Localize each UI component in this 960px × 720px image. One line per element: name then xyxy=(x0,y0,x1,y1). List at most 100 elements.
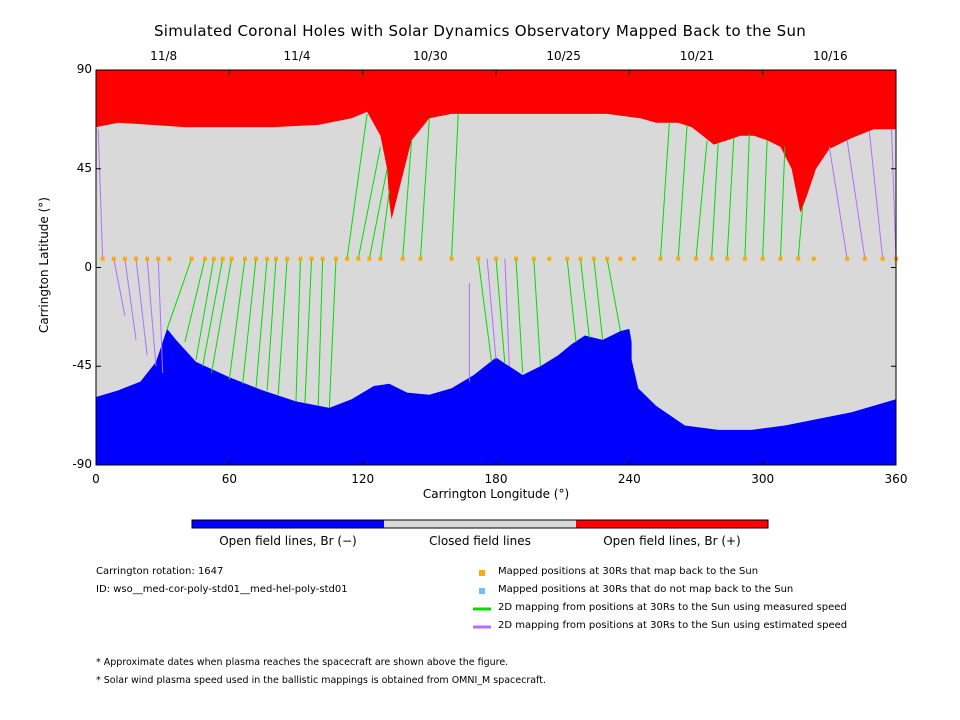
measured-mapping-line xyxy=(368,168,388,259)
measured-mapping-line xyxy=(211,258,233,373)
colorbar-label: Open field lines, Br (+) xyxy=(603,534,741,548)
measured-mapping-line xyxy=(295,258,301,402)
measured-mapping-line xyxy=(797,206,804,259)
mapped-point xyxy=(211,256,216,261)
legend-item-label: 2D mapping from positions at 30Rs to the… xyxy=(498,620,848,631)
mapped-point xyxy=(134,256,138,261)
x-tick-label: 0 xyxy=(92,472,100,486)
mapped-point xyxy=(367,256,372,261)
open-negative-region xyxy=(96,328,896,465)
mapped-point xyxy=(742,256,747,261)
x-tick-label: 300 xyxy=(751,472,775,486)
measured-mapping-line xyxy=(379,190,390,259)
mapped-point xyxy=(531,256,536,261)
measured-mapping-line xyxy=(357,146,381,259)
y-tick-label: 45 xyxy=(76,160,92,175)
mapped-point xyxy=(356,256,361,261)
measured-mapping-line xyxy=(346,113,368,259)
measured-mapping-line xyxy=(317,258,324,406)
y-tick-label: 0 xyxy=(84,259,92,274)
x-tick-label: 120 xyxy=(351,472,375,486)
mapped-point xyxy=(229,256,234,261)
estimated-mapping-line xyxy=(486,258,497,360)
mapped-point xyxy=(100,256,105,261)
mapped-point xyxy=(242,256,247,261)
measured-mapping-line xyxy=(242,258,257,384)
measured-mapping-line xyxy=(402,140,413,259)
mapped-point xyxy=(605,256,610,261)
mapped-point xyxy=(658,256,663,261)
mapped-point xyxy=(709,256,714,261)
estimated-mapping-line xyxy=(891,129,897,259)
measured-mapping-line xyxy=(304,258,313,404)
measured-mapping-line xyxy=(659,122,670,259)
colorbar-label: Closed field lines xyxy=(429,534,531,548)
y-tick-label: -45 xyxy=(72,358,92,373)
mapped-point xyxy=(676,256,681,261)
estimated-mapping-line xyxy=(97,129,104,259)
estimated-mapping-line xyxy=(504,258,510,367)
measured-mapping-line xyxy=(202,258,224,367)
measured-mapping-line xyxy=(255,258,268,389)
mapped-point xyxy=(156,256,161,261)
colorbar-label: Open field lines, Br (−) xyxy=(219,534,357,548)
measured-mapping-line xyxy=(228,258,246,380)
measured-mapping-line xyxy=(515,258,524,373)
carrington-rotation: Carrington rotation: 1647 xyxy=(96,566,224,577)
mapped-point xyxy=(378,256,383,261)
legend-marker-icon xyxy=(479,570,485,576)
estimated-mapping-line xyxy=(146,258,157,367)
measured-mapping-line xyxy=(451,113,459,259)
mapped-point xyxy=(578,256,583,261)
mapped-point xyxy=(880,256,885,261)
mapped-point xyxy=(591,256,596,261)
date-tick-label: 11/4 xyxy=(283,49,311,63)
measured-mapping-line xyxy=(419,118,430,259)
measured-mapping-line xyxy=(566,258,577,343)
x-tick-label: 240 xyxy=(617,472,641,486)
mapped-point xyxy=(202,256,207,261)
x-axis-label: Carrington Longitude (°) xyxy=(422,487,570,501)
measured-mapping-line xyxy=(579,258,590,338)
measured-mapping-line xyxy=(762,140,768,259)
y-tick-label: -90 xyxy=(72,457,92,471)
measured-mapping-line xyxy=(677,124,688,259)
mapped-point xyxy=(862,256,867,261)
model-id: ID: wso__med-cor-poly-std01__med-hel-pol… xyxy=(96,584,348,595)
mapped-point xyxy=(189,256,194,261)
mapped-point xyxy=(618,256,623,261)
mapped-point xyxy=(778,256,783,261)
estimated-mapping-line xyxy=(868,131,884,259)
mapped-point xyxy=(345,256,350,261)
legend-marker-icon xyxy=(479,588,485,594)
measured-mapping-line xyxy=(328,258,337,408)
estimated-mapping-line xyxy=(157,258,164,373)
measured-mapping-line xyxy=(533,258,541,367)
footnote: * Solar wind plasma speed used in the ba… xyxy=(96,675,546,686)
x-tick-label: 180 xyxy=(484,472,508,486)
date-tick-label: 11/8 xyxy=(150,49,178,63)
mapped-point xyxy=(167,256,172,261)
measured-mapping-line xyxy=(495,258,506,365)
colorbar-segment xyxy=(576,520,768,528)
mapped-point xyxy=(694,256,698,261)
legend-item-label: 2D mapping from positions at 30Rs to the… xyxy=(498,602,847,613)
measured-mapping-line xyxy=(744,133,750,259)
date-tick-label: 10/30 xyxy=(413,49,448,63)
estimated-mapping-line xyxy=(846,140,866,259)
mapped-point xyxy=(811,256,816,261)
mapped-point xyxy=(334,256,338,261)
mapped-point xyxy=(547,256,552,261)
measured-mapping-line xyxy=(166,258,193,330)
x-tick-label: 360 xyxy=(884,472,908,486)
mapped-point xyxy=(265,256,270,261)
mapped-point xyxy=(122,256,127,261)
estimated-mapping-line xyxy=(124,258,137,340)
mapped-point xyxy=(565,256,570,261)
date-tick-label: 10/16 xyxy=(813,49,848,63)
mapped-point xyxy=(285,256,290,261)
mapped-point xyxy=(309,256,314,261)
mapped-point xyxy=(494,256,498,261)
mapped-point xyxy=(111,256,116,261)
